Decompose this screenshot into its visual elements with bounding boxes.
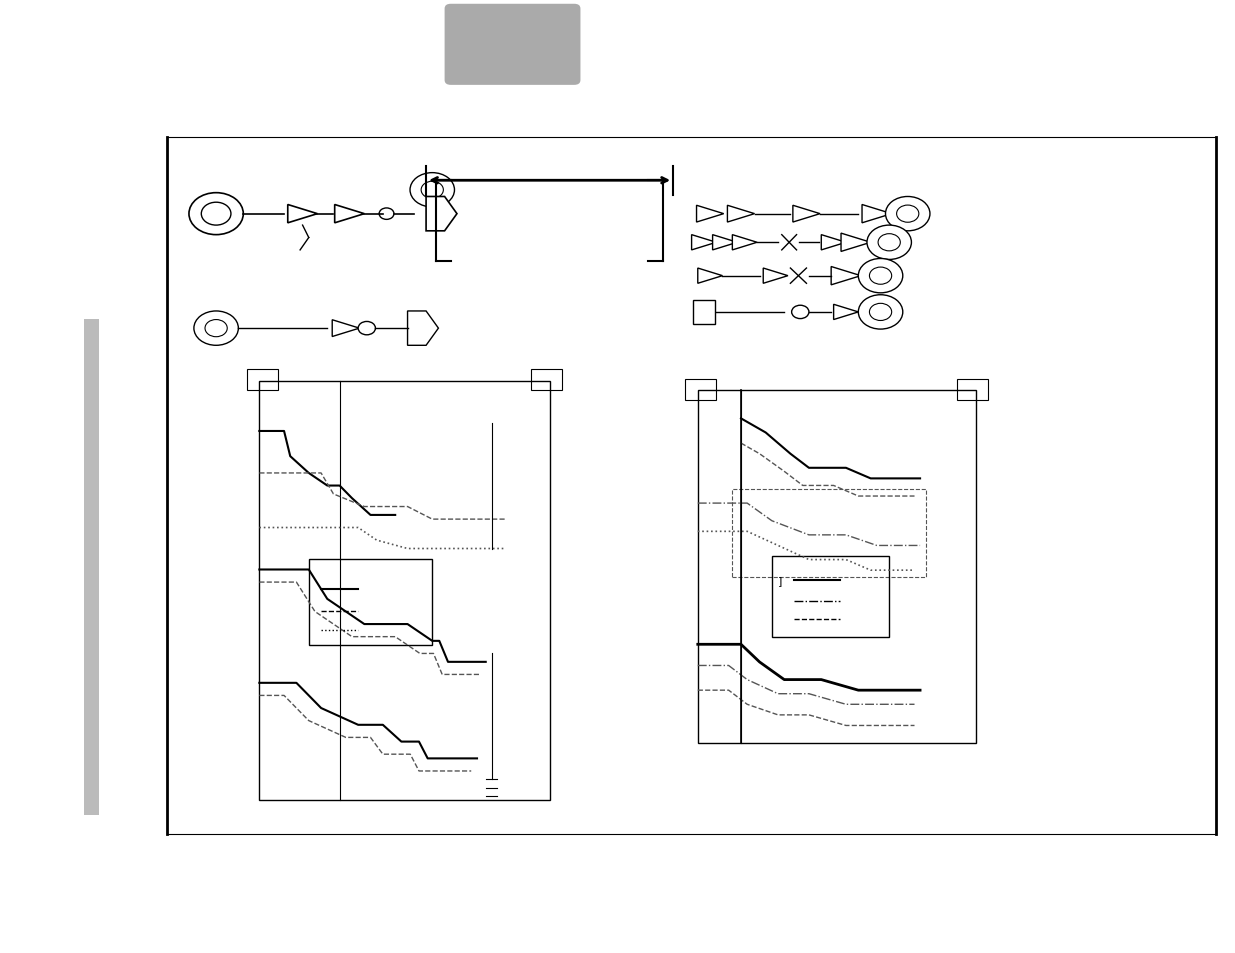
Bar (698, 391, 976, 743)
Bar (732, 490, 926, 578)
Circle shape (410, 173, 454, 208)
Polygon shape (332, 320, 359, 337)
Bar (531, 370, 562, 391)
Polygon shape (793, 206, 820, 223)
Polygon shape (335, 205, 364, 224)
Polygon shape (841, 233, 871, 253)
Polygon shape (408, 312, 438, 346)
Circle shape (869, 268, 892, 285)
Bar (309, 559, 432, 645)
FancyBboxPatch shape (445, 5, 580, 86)
Circle shape (897, 206, 919, 223)
Bar (685, 379, 716, 400)
Circle shape (878, 234, 900, 252)
Polygon shape (697, 206, 724, 223)
Bar (772, 557, 889, 638)
Circle shape (792, 306, 809, 319)
Circle shape (358, 322, 375, 335)
Circle shape (858, 259, 903, 294)
Polygon shape (698, 269, 722, 284)
Bar (259, 381, 550, 801)
Circle shape (858, 295, 903, 330)
Circle shape (885, 197, 930, 232)
Circle shape (421, 182, 443, 199)
Polygon shape (862, 205, 892, 224)
Circle shape (201, 203, 231, 226)
Circle shape (189, 193, 243, 235)
Bar (957, 379, 988, 400)
Circle shape (379, 209, 394, 220)
Polygon shape (713, 235, 737, 251)
Bar (247, 370, 278, 391)
Polygon shape (821, 235, 846, 251)
Polygon shape (834, 305, 858, 320)
Circle shape (194, 312, 238, 346)
Bar (84, 319, 99, 815)
Polygon shape (426, 197, 457, 232)
Circle shape (867, 226, 911, 260)
Polygon shape (732, 235, 757, 251)
Polygon shape (831, 267, 861, 286)
Polygon shape (288, 205, 317, 224)
Bar (693, 300, 715, 324)
Polygon shape (692, 235, 716, 251)
Circle shape (205, 320, 227, 337)
Circle shape (869, 304, 892, 321)
Polygon shape (727, 206, 755, 223)
Text: ]: ] (778, 576, 783, 586)
Polygon shape (763, 269, 788, 284)
